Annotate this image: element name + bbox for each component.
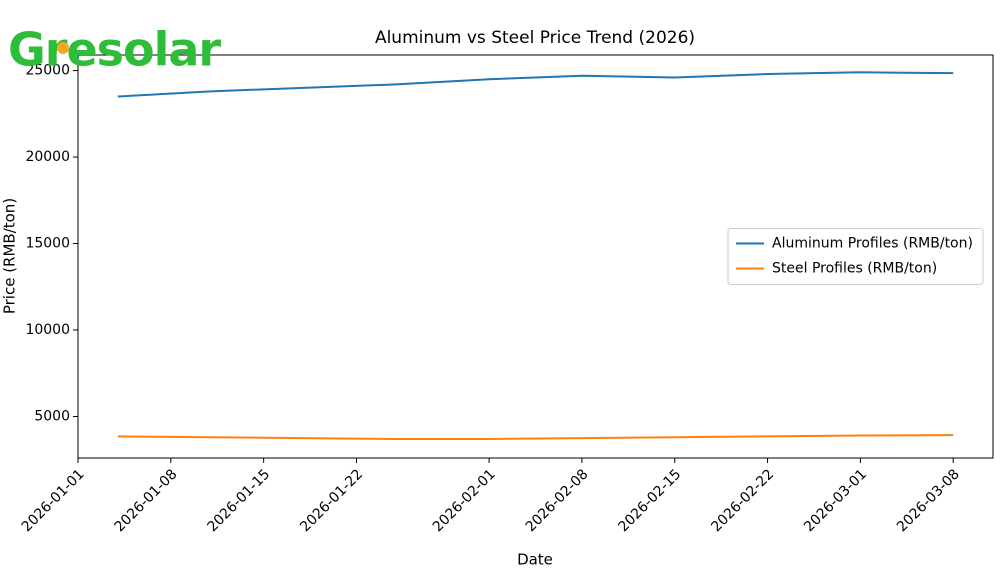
y-tick-label: 15000	[25, 236, 70, 252]
legend-box	[727, 228, 984, 285]
series-line	[117, 71, 954, 98]
logo: Gresolar	[8, 23, 222, 77]
y-tick-label: 25000	[25, 63, 70, 79]
logo-text: Gresolar	[8, 23, 221, 77]
logo-dot	[57, 42, 69, 54]
y-axis-label: Price (RMB/ton)	[1, 198, 19, 314]
series-line	[117, 434, 954, 440]
chart-title: Aluminum vs Steel Price Trend (2026)	[375, 28, 695, 48]
x-axis-label: Date	[517, 551, 553, 569]
y-tick-label: 10000	[25, 322, 70, 338]
y-tick-label: 5000	[34, 408, 70, 424]
legend-label: Steel Profiles (RMB/ton)	[772, 261, 937, 277]
legend-label: Aluminum Profiles (RMB/ton)	[772, 236, 973, 252]
y-tick-label: 20000	[25, 149, 70, 165]
plot-frame	[77, 54, 994, 459]
